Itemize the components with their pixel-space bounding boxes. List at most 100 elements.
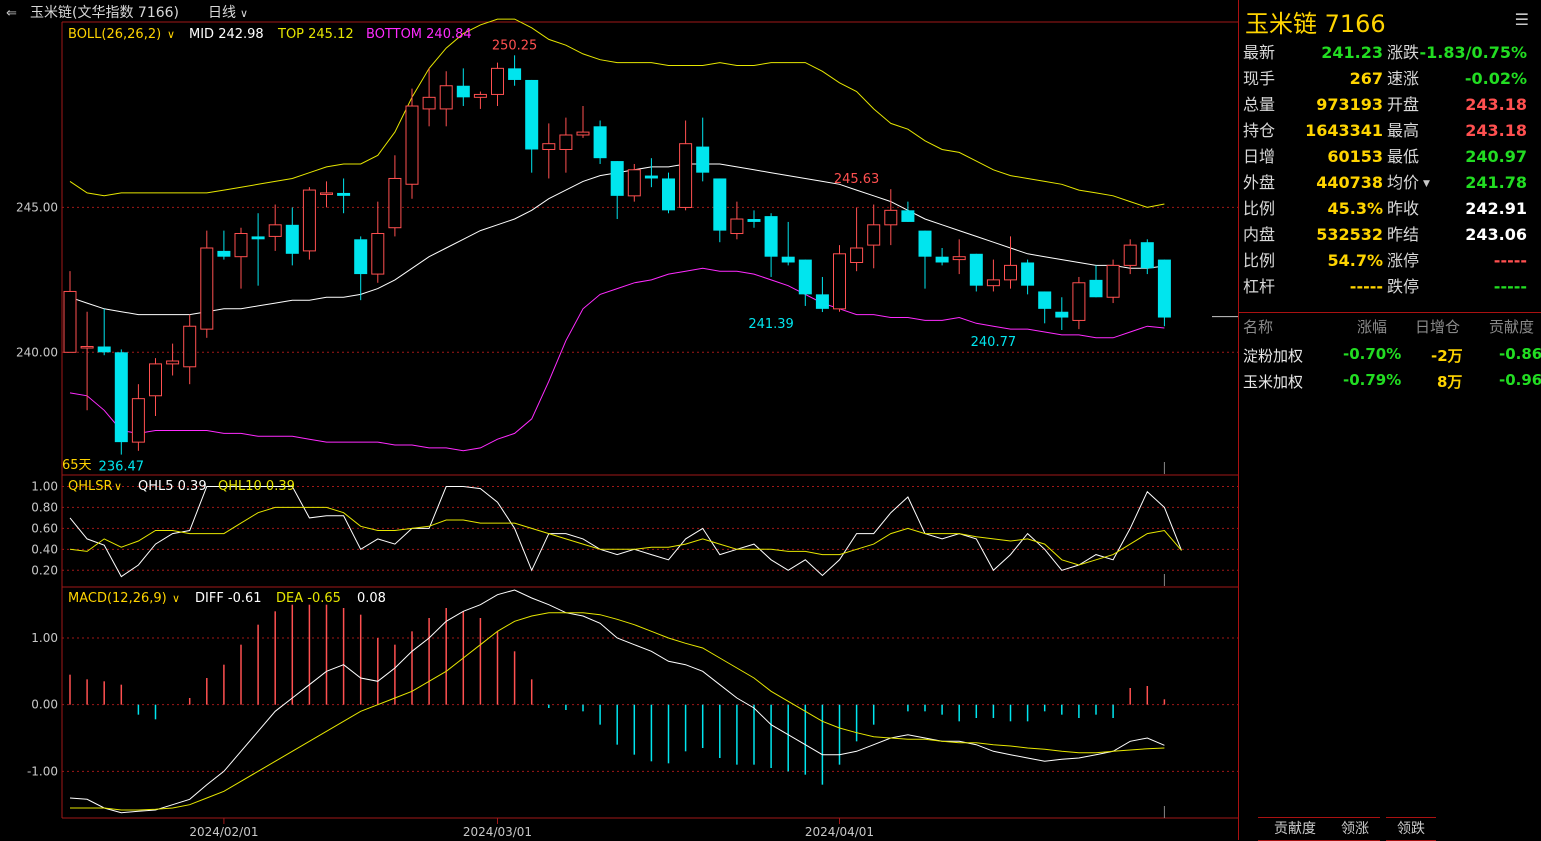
- macd-dea-value: DEA -0.65: [276, 591, 341, 606]
- candle: [525, 79, 539, 173]
- candle-body: [713, 178, 727, 231]
- boll-chevron-icon[interactable]: ∨: [167, 28, 175, 41]
- tab-leading-down[interactable]: 领跌: [1386, 817, 1436, 841]
- candle: [320, 181, 333, 208]
- candle-body: [559, 134, 573, 150]
- quote-row-left: 外盘 440738: [1239, 170, 1383, 196]
- quote-row-right: 均价 ▼ 241.78: [1383, 170, 1527, 196]
- candle-body: [149, 363, 162, 397]
- candle-body: [183, 325, 197, 368]
- tab-contribution[interactable]: 贡献度: [1258, 817, 1332, 841]
- candle-body: [388, 177, 402, 229]
- related-header-change[interactable]: 涨幅: [1357, 318, 1388, 336]
- candle-body: [473, 93, 487, 98]
- chart-title: 玉米链(文华指数 7166): [30, 5, 179, 21]
- candle: [1157, 259, 1171, 327]
- candle-body: [302, 189, 316, 252]
- period-selector[interactable]: 日线: [208, 5, 236, 21]
- quote-row-right: 最低 240.97: [1383, 144, 1527, 170]
- candle: [268, 204, 282, 251]
- related-header-name[interactable]: 名称: [1243, 318, 1274, 336]
- candle-body: [644, 175, 658, 179]
- quote-label: 昨收: [1387, 199, 1420, 218]
- candle-body: [1004, 264, 1017, 281]
- related-row[interactable]: 淀粉加权 -0.70% -2万 -0.86: [1239, 342, 1541, 368]
- candle: [80, 311, 94, 411]
- candle-body: [969, 253, 983, 286]
- candle: [97, 308, 111, 356]
- candle: [1089, 265, 1103, 298]
- quote-row-right: 开盘 243.18: [1383, 92, 1527, 118]
- candle: [131, 384, 145, 451]
- quote-label: 日增: [1243, 147, 1276, 166]
- related-header-oi[interactable]: 日增仓: [1415, 318, 1461, 336]
- quote-title: 玉米链 7166: [1245, 10, 1386, 38]
- candle: [491, 62, 504, 107]
- candle-body: [234, 233, 248, 258]
- candle-body: [422, 96, 436, 110]
- quote-value: 54.7%: [1327, 251, 1383, 270]
- candle: [508, 55, 522, 86]
- candle: [234, 227, 248, 289]
- quote-row-right: 跌停 -----: [1383, 274, 1527, 300]
- chart-area[interactable]: ⇐ 玉米链(文华指数 7166) 日线 ∨ 240.00 245.00 0.20 0.…: [0, 0, 1238, 840]
- related-row[interactable]: 玉米加权 -0.79% 8万 -0.96: [1239, 368, 1541, 394]
- candle: [337, 178, 351, 214]
- candle-body: [354, 239, 368, 275]
- candle-body: [80, 346, 94, 349]
- quote-label: 持仓: [1243, 121, 1276, 140]
- candle: [593, 120, 607, 164]
- candle-body: [1157, 259, 1171, 318]
- candle-body: [1072, 282, 1086, 321]
- candle-body: [508, 68, 522, 80]
- caret-down-icon[interactable]: ▼: [1423, 179, 1430, 189]
- chevron-down-icon[interactable]: ∨: [240, 7, 248, 20]
- related-name: 玉米加权: [1243, 373, 1304, 391]
- qhlsr-label[interactable]: QHLSR: [68, 479, 113, 494]
- candle: [833, 245, 846, 312]
- candle: [371, 201, 385, 283]
- candle-body: [1089, 279, 1103, 298]
- qhl5-value: QHL5 0.39: [138, 479, 207, 494]
- quote-label: 开盘: [1387, 95, 1420, 114]
- qhl10-line: [69, 506, 1182, 566]
- tab-leading-up[interactable]: 领涨: [1330, 817, 1380, 841]
- quote-label: 跌停: [1387, 277, 1420, 296]
- qhlsr-chevron-icon[interactable]: ∨: [114, 480, 122, 493]
- candle-body: [884, 209, 898, 226]
- qhl-tick-label: 0.60: [31, 521, 58, 535]
- candle-body: [696, 146, 710, 173]
- date-tick-label: 2024/02/01: [189, 825, 258, 839]
- macd-hist-value: 0.08: [357, 591, 386, 606]
- candle-body: [1021, 262, 1035, 286]
- quote-value: -----: [1349, 277, 1383, 296]
- boll-bottom-value: BOTTOM 240.84: [366, 27, 472, 42]
- quote-row-left: 现手 267: [1239, 66, 1383, 92]
- macd-diff-value: DIFF -0.61: [195, 591, 262, 606]
- boll-bottom-line: [69, 267, 1165, 452]
- quote-value: 267: [1349, 69, 1383, 88]
- related-change: -0.79%: [1343, 371, 1402, 389]
- related-contrib: -0.86: [1499, 345, 1541, 363]
- candle-body: [131, 398, 145, 443]
- macd-tick-label: 0.00: [31, 698, 58, 712]
- quote-row-left: 日增 60153: [1239, 144, 1383, 170]
- quote-value: 1643341: [1305, 121, 1383, 140]
- candle: [439, 71, 453, 127]
- candle-body: [781, 256, 795, 263]
- window-back-icon[interactable]: ⇐: [6, 6, 17, 21]
- boll-label[interactable]: BOLL(26,26,2): [68, 27, 161, 42]
- candle-body: [627, 169, 641, 197]
- menu-icon[interactable]: ☰: [1514, 10, 1529, 29]
- candle-body: [439, 85, 453, 110]
- candle: [63, 271, 77, 353]
- candle-body: [918, 230, 932, 257]
- quote-panel: 玉米链 7166 ☰ 最新 241.23 现手 267 总量 973193 持仓 164334…: [1238, 0, 1541, 840]
- macd-label[interactable]: MACD(12,26,9): [68, 591, 167, 606]
- related-header-contrib[interactable]: 贡献度: [1489, 318, 1535, 336]
- diff-line: [69, 589, 1165, 814]
- macd-chevron-icon[interactable]: ∨: [172, 592, 180, 605]
- candle-body: [1106, 264, 1120, 298]
- qhl-tick-label: 0.40: [31, 542, 58, 556]
- quote-value: -----: [1493, 251, 1527, 270]
